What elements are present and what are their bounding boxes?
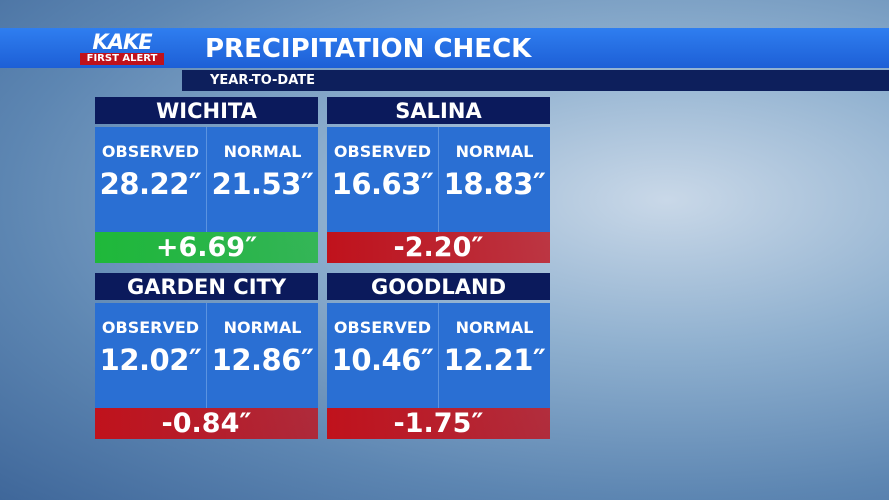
value-column: OBSERVED 28.22″ — [95, 127, 206, 232]
column-label: OBSERVED — [333, 142, 432, 161]
column-label: NORMAL — [455, 142, 534, 161]
logo: KAKE FIRST ALERT — [80, 32, 164, 65]
city-panel: WICHITA OBSERVED 28.22″ NORMAL 21.53″ +6.69″ — [95, 97, 318, 264]
departure: -2.20″ — [327, 232, 550, 263]
title: PRECIPITATION CHECK — [205, 34, 532, 64]
logo-bottom: FIRST ALERT — [80, 53, 164, 65]
column-value: 12.86″ — [211, 343, 314, 377]
column-label: NORMAL — [455, 318, 534, 337]
panel-body: OBSERVED 16.63″ NORMAL 18.83″ — [327, 127, 550, 232]
departure: +6.69″ — [95, 232, 318, 263]
value-column: NORMAL 12.86″ — [206, 303, 318, 408]
column-value: 12.02″ — [99, 343, 202, 377]
departure: -0.84″ — [95, 408, 318, 439]
value-column: OBSERVED 16.63″ — [327, 127, 438, 232]
column-value: 12.21″ — [443, 343, 546, 377]
city-name: SALINA — [327, 97, 550, 124]
column-value: 28.22″ — [99, 167, 202, 201]
value-column: NORMAL 12.21″ — [438, 303, 550, 408]
logo-top: KAKE — [92, 30, 152, 54]
city-panel: GOODLAND OBSERVED 10.46″ NORMAL 12.21″ -1.75″ — [327, 273, 550, 440]
column-label: NORMAL — [223, 318, 302, 337]
departure: -1.75″ — [327, 408, 550, 439]
value-column: OBSERVED 12.02″ — [95, 303, 206, 408]
column-value: 18.83″ — [443, 167, 546, 201]
column-label: NORMAL — [223, 142, 302, 161]
city-panel: GARDEN CITY OBSERVED 12.02″ NORMAL 12.86″ -0.… — [95, 273, 318, 440]
value-column: OBSERVED 10.46″ — [327, 303, 438, 408]
city-name: GARDEN CITY — [95, 273, 318, 300]
column-value: 10.46″ — [331, 343, 434, 377]
city-name: GOODLAND — [327, 273, 550, 300]
panel-body: OBSERVED 28.22″ NORMAL 21.53″ — [95, 127, 318, 232]
subtitle: YEAR-TO-DATE — [182, 70, 889, 91]
column-value: 16.63″ — [331, 167, 434, 201]
value-column: NORMAL 21.53″ — [206, 127, 318, 232]
city-panel: SALINA OBSERVED 16.63″ NORMAL 18.83″ -2.20″ — [327, 97, 550, 264]
column-label: OBSERVED — [101, 142, 200, 161]
column-label: OBSERVED — [333, 318, 432, 337]
city-name: WICHITA — [95, 97, 318, 124]
panel-body: OBSERVED 10.46″ NORMAL 12.21″ — [327, 303, 550, 408]
column-label: OBSERVED — [101, 318, 200, 337]
column-value: 21.53″ — [211, 167, 314, 201]
value-column: NORMAL 18.83″ — [438, 127, 550, 232]
panel-body: OBSERVED 12.02″ NORMAL 12.86″ — [95, 303, 318, 408]
